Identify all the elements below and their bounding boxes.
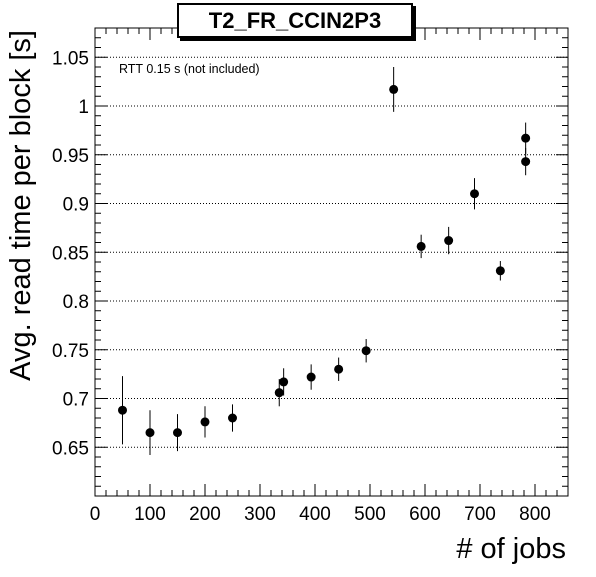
annotation-text: RTT 0.15 s (not included) — [119, 62, 260, 76]
x-tick-label: 600 — [409, 504, 441, 525]
point-marker — [416, 241, 426, 251]
data-point — [279, 368, 289, 396]
plot-frame — [94, 27, 569, 497]
data-point — [444, 226, 454, 255]
y-axis-label: Avg. read time per block [s] — [5, 30, 37, 381]
data-point — [334, 357, 344, 381]
point-marker — [521, 133, 531, 143]
data-point — [200, 406, 210, 438]
y-tick-label: 0.85 — [52, 243, 89, 264]
point-marker — [495, 266, 505, 276]
data-point — [228, 404, 237, 432]
point-marker — [361, 346, 371, 356]
x-tick-label: 800 — [519, 504, 551, 525]
data-point — [470, 178, 479, 210]
data-point — [145, 410, 155, 456]
point-marker — [118, 405, 127, 415]
point-marker — [334, 364, 344, 374]
data-point — [306, 364, 316, 390]
data-point — [118, 376, 127, 445]
point-marker — [389, 84, 399, 94]
point-marker — [306, 372, 316, 382]
data-point — [361, 339, 371, 363]
point-marker — [173, 428, 182, 438]
x-tick-label: 400 — [299, 504, 331, 525]
x-tick-label: 200 — [189, 504, 221, 525]
y-tick-label: 0.8 — [63, 292, 89, 313]
y-tick-label: 0.65 — [52, 438, 89, 459]
point-marker — [470, 189, 479, 199]
chart-title-box: T2_FR_CCIN2P3 — [177, 3, 413, 38]
point-marker — [521, 157, 531, 167]
point-marker — [444, 236, 454, 246]
point-marker — [228, 413, 237, 423]
y-tick-label: 0.75 — [52, 341, 89, 362]
x-tick-label: 100 — [134, 504, 166, 525]
data-point — [521, 147, 531, 176]
y-tick-label: 0.95 — [52, 146, 89, 167]
point-marker — [200, 417, 210, 427]
x-tick-label: 0 — [90, 504, 101, 525]
point-marker — [274, 388, 284, 398]
x-tick-label: 300 — [244, 504, 276, 525]
data-point — [173, 414, 182, 452]
x-axis-label: # of jobs — [456, 533, 566, 565]
y-tick-label: 1 — [78, 97, 89, 118]
y-tick-label: 0.7 — [63, 390, 89, 411]
x-tick-label: 700 — [464, 504, 496, 525]
point-marker — [279, 377, 289, 387]
point-marker — [145, 428, 155, 438]
chart-title: T2_FR_CCIN2P3 — [208, 7, 382, 33]
data-point — [495, 261, 505, 281]
data-point — [274, 379, 284, 407]
data-point — [389, 67, 399, 112]
data-point — [416, 234, 426, 259]
y-tick-label: 1.05 — [52, 48, 89, 69]
y-tick-label: 0.9 — [63, 195, 89, 216]
x-tick-label: 500 — [354, 504, 386, 525]
